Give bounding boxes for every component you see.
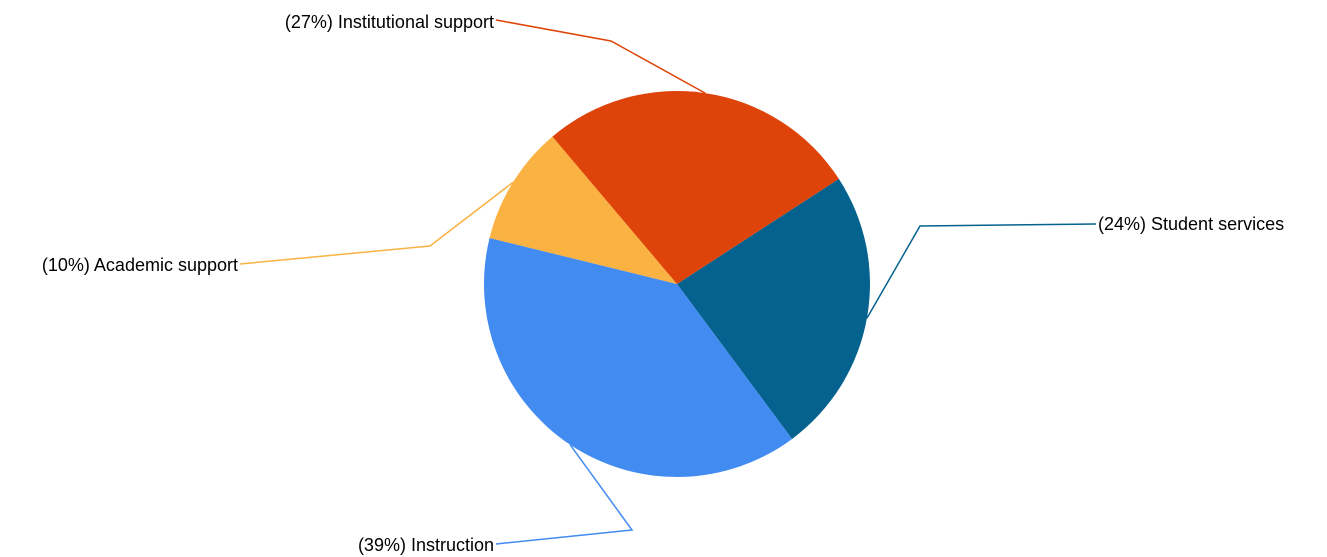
pie-slice-instruction: [483, 237, 793, 477]
slice-label-academic-support: (10%) Academic support: [42, 255, 238, 275]
pie-slices: [483, 91, 870, 477]
leader-line-student-services: [866, 223, 1097, 319]
pie-slice-student-services: [677, 178, 870, 439]
pie-slice-institutional-support: [552, 91, 839, 284]
slice-label-institutional-support: (27%) Institutional support: [285, 12, 494, 32]
leader-line-instruction: [495, 444, 634, 545]
slice-label-instruction: (39%) Instruction: [358, 535, 494, 555]
leader-lines: [239, 19, 1097, 545]
pie-slice-academic-support: [489, 136, 677, 284]
leader-line-institutional-support: [495, 19, 706, 94]
slice-labels: (24%) Student services (39%) Instruction (…: [42, 12, 1284, 555]
leader-line-academic-support: [239, 181, 514, 265]
slice-label-student-services: (24%) Student services: [1098, 214, 1284, 234]
